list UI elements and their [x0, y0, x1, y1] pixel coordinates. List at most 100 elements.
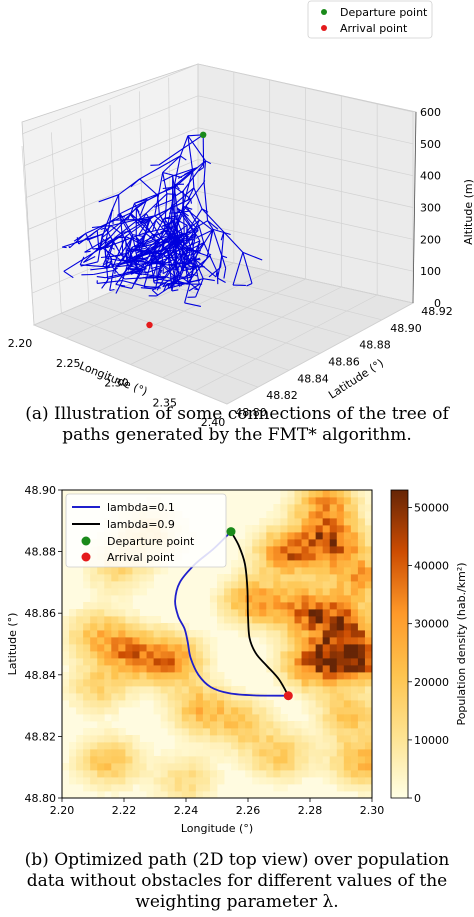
heatmap-cell	[83, 693, 91, 701]
heatmap-cell	[195, 742, 204, 750]
heatmap-cell	[301, 651, 309, 659]
tree-edge	[212, 228, 231, 236]
heatmap-cell	[132, 679, 140, 687]
heatmap-cell	[104, 609, 112, 617]
heatmap-cell	[322, 658, 331, 666]
heatmap-cell	[280, 616, 288, 624]
heatmap-cell	[273, 532, 281, 540]
heatmap-cell	[174, 630, 183, 638]
heatmap-cell	[287, 672, 295, 680]
heatmap-cell	[364, 665, 372, 673]
heatmap-cell	[266, 700, 274, 708]
heatmap-cell	[217, 700, 225, 708]
heatmap-cell	[104, 777, 112, 785]
panel-a-gridlines	[21, 63, 417, 405]
heatmap-cell	[357, 742, 366, 750]
heatmap-cell	[125, 770, 133, 778]
heatmap-cell	[97, 665, 105, 673]
heatmap-cell	[357, 637, 366, 645]
heatmap-cell	[238, 588, 246, 596]
heatmap-cell	[357, 784, 366, 792]
heatmap-cell	[350, 560, 359, 568]
tree-edge	[131, 271, 141, 289]
heatmap-cell	[224, 602, 232, 610]
heatmap-cell	[174, 679, 183, 687]
heatmap-cell	[280, 665, 288, 673]
heatmap-cell	[111, 637, 119, 645]
heatmap-cell	[315, 742, 324, 750]
heatmap-cell	[104, 721, 112, 729]
tree-edge	[194, 288, 199, 291]
heatmap-cell	[322, 497, 331, 505]
heatmap-cell	[315, 630, 324, 638]
heatmap-cell	[69, 742, 77, 750]
heatmap-cell	[315, 532, 324, 540]
heatmap-cell	[139, 672, 147, 680]
heatmap-cell	[329, 693, 338, 701]
tree-edge	[143, 262, 152, 287]
heatmap-cell	[62, 686, 70, 694]
heatmap-cell	[238, 707, 246, 715]
heatmap-cell	[139, 686, 147, 694]
tree-edge	[104, 247, 113, 260]
heatmap-cell	[343, 574, 352, 582]
heatmap-cell	[252, 693, 260, 701]
heatmap-cell	[336, 567, 345, 575]
legend-departure-label: Departure point	[340, 6, 428, 19]
tree-edge	[108, 259, 113, 267]
heatmap-cell	[245, 770, 253, 778]
heatmap-cell	[153, 567, 162, 575]
heatmap-cell	[287, 756, 295, 764]
heatmap-cell	[209, 644, 218, 652]
heatmap-cell	[252, 623, 260, 631]
heatmap-cell	[301, 721, 309, 729]
heatmap-cell	[252, 595, 260, 603]
heatmap-cell	[273, 644, 281, 652]
heatmap-cell	[350, 644, 359, 652]
heatmap-cell	[308, 532, 317, 540]
heatmap-cell	[280, 504, 288, 512]
heatmap-cell	[90, 651, 98, 659]
heatmap-cell	[83, 735, 91, 743]
heatmap-cell	[287, 637, 295, 645]
heatmap-cell	[209, 686, 218, 694]
heatmap-cell	[273, 714, 281, 722]
heatmap-cell	[343, 784, 352, 792]
heatmap-cell	[357, 686, 366, 694]
heatmap-cell	[280, 637, 288, 645]
heatmap-cell	[273, 651, 281, 659]
heatmap-cell	[231, 693, 239, 701]
heatmap-cell	[301, 525, 309, 533]
heatmap-cell	[315, 497, 324, 505]
colorbar-tick-label: 0	[414, 792, 421, 805]
heatmap-cell	[69, 672, 77, 680]
heatmap-cell	[273, 504, 281, 512]
heatmap-cell	[301, 518, 309, 526]
tree-edge	[184, 302, 202, 307]
arrival-marker	[283, 691, 293, 701]
tree-edge	[135, 242, 143, 250]
heatmap-cell	[336, 735, 345, 743]
heatmap-cell	[357, 707, 366, 715]
heatmap-cell	[315, 574, 324, 582]
heatmap-cell	[357, 749, 366, 757]
heatmap-cell	[97, 742, 105, 750]
x-tick-label: 2.24	[174, 804, 199, 817]
heatmap-cell	[336, 623, 345, 631]
tree-edge	[134, 186, 176, 204]
heatmap-cell	[252, 609, 260, 617]
heatmap-cell	[90, 644, 98, 652]
heatmap-cell	[259, 735, 267, 743]
heatmap-cell	[139, 644, 147, 652]
heatmap-cell	[231, 763, 239, 771]
heatmap-cell	[364, 560, 372, 568]
heatmap-cell	[202, 777, 211, 785]
heatmap-cell	[97, 567, 105, 575]
heatmap-cell	[160, 707, 169, 715]
heatmap-cell	[329, 749, 338, 757]
heatmap-cell	[245, 742, 253, 750]
tree-edge	[166, 248, 173, 285]
tree-edge	[133, 260, 144, 263]
heatmap-cell	[315, 609, 324, 617]
